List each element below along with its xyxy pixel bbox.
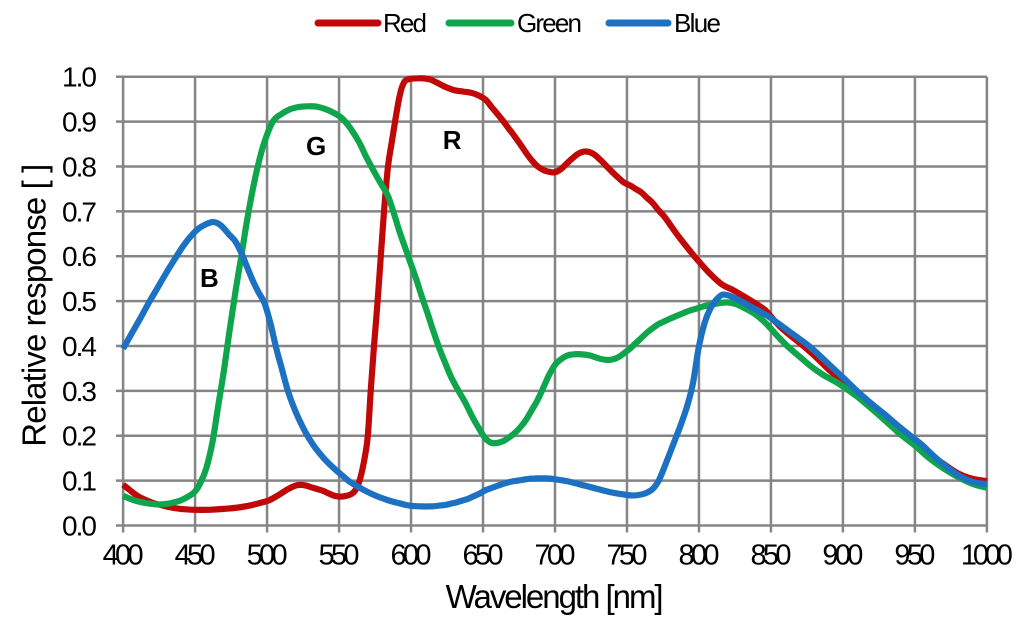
svg-text:B: B [200,263,219,293]
svg-text:0.3: 0.3 [62,376,97,407]
svg-text:600: 600 [391,540,432,572]
svg-text:0.6: 0.6 [62,241,97,272]
svg-text:700: 700 [535,540,576,572]
svg-text:1000: 1000 [961,540,1013,572]
svg-text:850: 850 [751,540,792,572]
svg-text:750: 750 [607,540,648,572]
svg-text:800: 800 [679,540,720,572]
svg-text:900: 900 [822,540,863,572]
svg-text:0.7: 0.7 [62,196,97,227]
svg-text:0.2: 0.2 [62,421,97,452]
svg-text:950: 950 [894,540,935,572]
svg-text:400: 400 [103,540,144,572]
svg-text:500: 500 [247,540,288,572]
svg-text:550: 550 [319,540,360,572]
svg-text:Wavelength [nm]: Wavelength [nm] [446,578,664,615]
svg-text:0.8: 0.8 [62,152,97,183]
svg-text:0.1: 0.1 [62,466,97,497]
svg-text:0.5: 0.5 [62,286,97,317]
svg-text:450: 450 [175,540,216,572]
svg-text:650: 650 [463,540,504,572]
svg-text:Red: Red [383,8,427,38]
svg-text:0.0: 0.0 [62,511,97,542]
svg-text:0.4: 0.4 [62,331,97,362]
svg-text:Blue: Blue [674,8,721,38]
svg-text:Green: Green [517,8,582,38]
svg-text:Relative response [ ]: Relative response [ ] [15,164,52,447]
svg-text:1.0: 1.0 [62,62,97,93]
svg-text:G: G [306,131,326,161]
svg-text:R: R [443,125,462,155]
svg-text:0.9: 0.9 [62,107,97,138]
